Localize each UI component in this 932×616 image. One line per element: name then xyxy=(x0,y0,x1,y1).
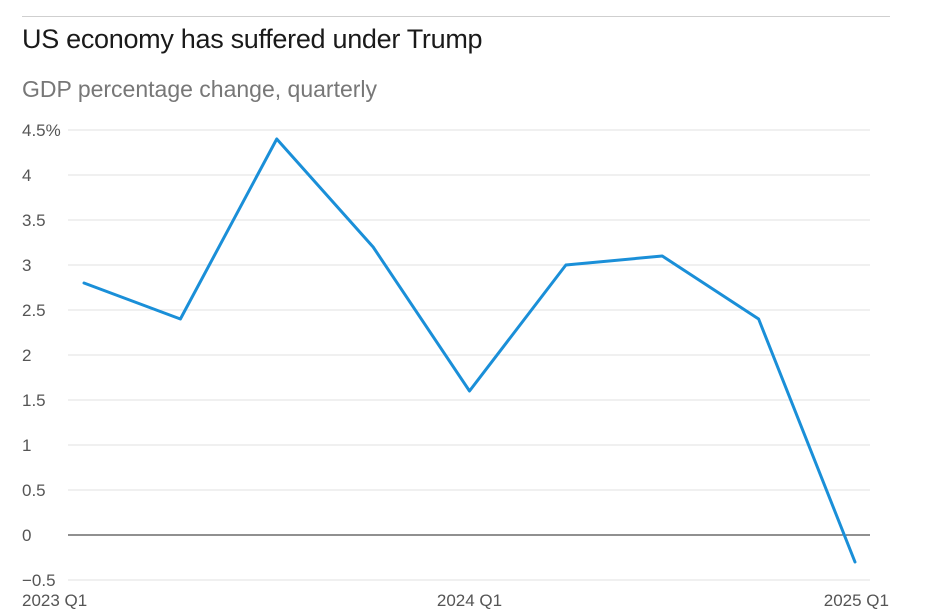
y-tick-label: 2.5 xyxy=(22,301,46,320)
grid-lines xyxy=(68,129,870,581)
gdp-series xyxy=(82,137,857,564)
top-rule xyxy=(22,16,890,17)
chart-subtitle: GDP percentage change, quarterly xyxy=(22,76,378,102)
y-tick-label: 2 xyxy=(22,346,31,365)
y-tick-label: 3 xyxy=(22,256,31,275)
x-tick-label: 2025 Q1 xyxy=(824,591,889,610)
series-line xyxy=(82,137,857,564)
y-tick-label: 4 xyxy=(22,166,31,185)
y-tick-label: 0 xyxy=(22,526,31,545)
x-axis-ticks: 2023 Q1 2024 Q1 2025 Q1 xyxy=(22,591,889,610)
y-tick-label: 4.5% xyxy=(22,121,61,140)
y-tick-label: 1 xyxy=(22,436,31,455)
y-tick-label: 3.5 xyxy=(22,211,46,230)
y-tick-label: −0.5 xyxy=(22,571,56,590)
y-tick-label: 0.5 xyxy=(22,481,46,500)
x-tick-label: 2024 Q1 xyxy=(437,591,502,610)
chart-title: US economy has suffered under Trump xyxy=(22,24,483,54)
x-tick-label: 2023 Q1 xyxy=(22,591,87,610)
y-tick-label: 1.5 xyxy=(22,391,46,410)
y-axis-ticks: −0.5 0 0.5 1 1.5 2 2.5 3 3.5 4 4.5% xyxy=(22,121,61,590)
